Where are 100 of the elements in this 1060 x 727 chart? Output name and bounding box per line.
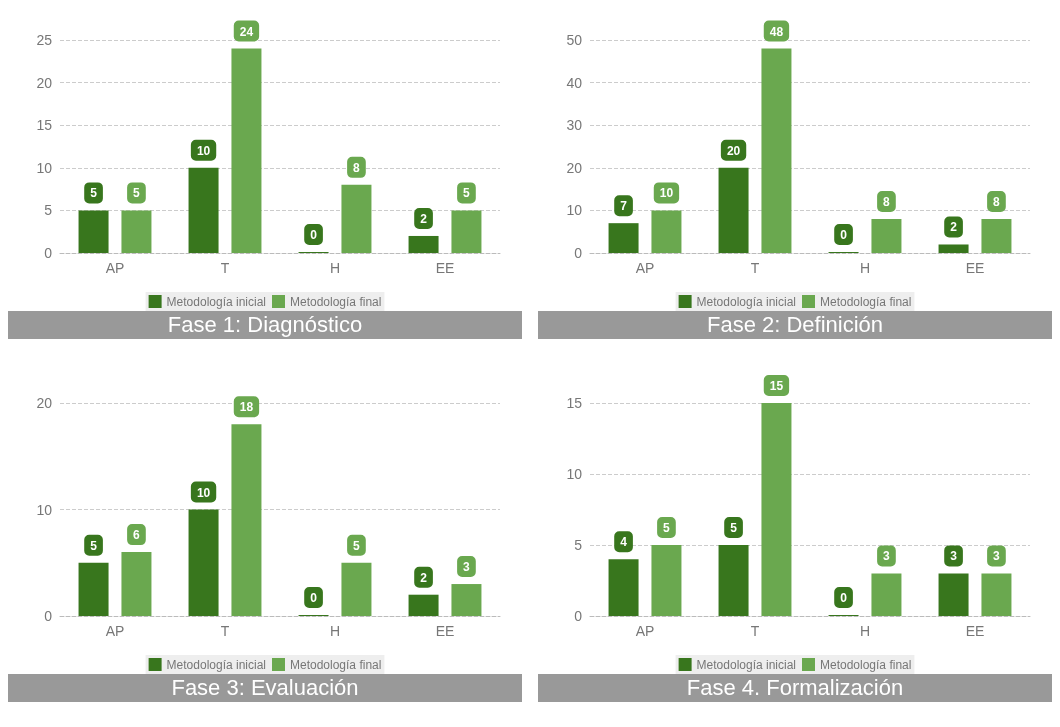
data-label: 2 [420, 570, 428, 585]
legend-label: Metodología final [290, 657, 382, 672]
bar [341, 184, 372, 253]
data-label: 24 [239, 24, 254, 39]
x-tick-label: H [859, 260, 871, 276]
text: Fase 2: Definición [538, 311, 1052, 339]
bar [981, 218, 1012, 253]
data-label: 15 [769, 379, 784, 393]
data-label: 2 [950, 220, 958, 235]
x-tick-label: AP [635, 623, 655, 639]
y-tick-label: 5 [574, 537, 583, 553]
y-tick-label: 10 [566, 202, 583, 219]
x-tick-label: T [220, 623, 230, 639]
bar [188, 167, 219, 253]
legend-label: Metodología final [820, 294, 912, 309]
bar [121, 552, 152, 616]
bar [651, 545, 682, 616]
x-tick-label: T [750, 623, 760, 639]
x-tick-label: AP [635, 260, 655, 276]
x-tick-label: T [220, 260, 230, 276]
data-label: 3 [463, 560, 471, 575]
data-label: 3 [950, 549, 958, 564]
bar [718, 545, 749, 616]
data-label: 5 [90, 538, 98, 553]
legend-label: Metodología inicial [166, 657, 267, 672]
legend-label: Metodología inicial [696, 657, 797, 672]
x-tick-label: AP [105, 260, 125, 276]
data-label: 5 [90, 186, 98, 201]
data-label: 0 [310, 228, 318, 242]
bar [761, 48, 792, 253]
bar [78, 210, 109, 253]
data-label: 10 [196, 485, 211, 500]
bar [451, 210, 482, 253]
data-label: 5 [663, 521, 671, 535]
text: Fase 4. Formalización [538, 674, 1052, 702]
bar [871, 218, 902, 253]
data-label: 4 [620, 535, 628, 550]
bar [121, 210, 152, 253]
data-label: 18 [239, 400, 254, 415]
x-tick-label: H [859, 623, 871, 639]
bar [938, 573, 969, 616]
data-label: 3 [883, 549, 891, 564]
legend-label: Metodología final [820, 657, 912, 672]
data-label: 7 [620, 199, 628, 214]
data-label: 8 [993, 194, 1001, 209]
data-label: 10 [196, 143, 211, 158]
bar [871, 573, 902, 616]
y-tick-label: 20 [36, 74, 53, 91]
bar [608, 559, 639, 616]
y-tick-label: 50 [566, 32, 583, 48]
bar [341, 562, 372, 616]
bar [938, 244, 969, 253]
x-tick-label: H [329, 623, 341, 639]
x-tick-label: H [329, 260, 341, 276]
y-tick-label: 0 [574, 608, 583, 624]
bar [651, 210, 682, 253]
text: Fase 3: Evaluación [8, 674, 522, 702]
data-label: 0 [310, 591, 318, 605]
data-label: 20 [726, 143, 741, 158]
data-label: 10 [659, 186, 674, 201]
y-tick-label: 15 [36, 117, 53, 134]
data-label: 0 [840, 591, 848, 605]
text: Fase 1: Diagnóstico [8, 311, 522, 339]
legend-label: Metodología inicial [166, 294, 267, 309]
y-tick-label: 25 [36, 32, 53, 48]
y-tick-label: 30 [566, 117, 583, 134]
x-tick-label: AP [105, 623, 125, 639]
bar [408, 594, 439, 616]
y-tick-label: 0 [574, 245, 583, 261]
y-tick-label: 20 [36, 395, 53, 411]
bar [231, 48, 262, 253]
legend-label: Metodología inicial [696, 294, 797, 309]
data-label: 2 [420, 211, 428, 226]
y-tick-label: 10 [566, 466, 583, 482]
data-label: 48 [769, 24, 784, 39]
y-tick-label: 15 [566, 395, 583, 411]
bar [231, 424, 262, 616]
x-tick-label: EE [435, 623, 455, 639]
data-label: 8 [353, 160, 361, 175]
bar [78, 562, 109, 616]
data-label: 0 [840, 228, 848, 242]
bar [981, 573, 1012, 616]
data-label: 6 [133, 528, 141, 543]
y-tick-label: 10 [36, 501, 53, 518]
y-tick-label: 5 [44, 202, 53, 219]
x-tick-label: EE [965, 623, 985, 639]
y-tick-label: 10 [36, 159, 53, 176]
bar [718, 167, 749, 253]
data-label: 8 [883, 194, 891, 209]
y-tick-label: 20 [566, 159, 583, 176]
data-label: 5 [730, 521, 738, 535]
data-label: 3 [993, 549, 1001, 564]
y-tick-label: 0 [44, 608, 53, 624]
bar [188, 509, 219, 616]
y-tick-label: 40 [566, 74, 583, 91]
bar [608, 223, 639, 253]
data-label: 5 [353, 538, 361, 553]
bar [761, 403, 792, 616]
data-label: 5 [463, 186, 471, 201]
x-tick-label: EE [435, 260, 455, 276]
